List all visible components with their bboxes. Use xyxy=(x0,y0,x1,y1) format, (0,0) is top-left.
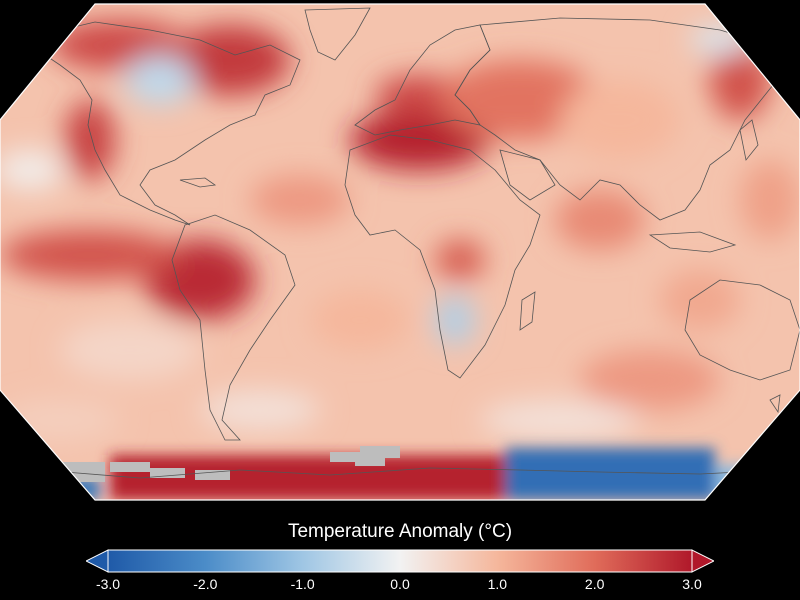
globe-outline xyxy=(0,3,800,501)
coast-new-zealand xyxy=(769,394,781,414)
colorbar-left-arrow xyxy=(86,549,109,573)
legend-title: Temperature Anomaly (°C) xyxy=(287,521,513,542)
coastlines xyxy=(39,7,800,479)
colorbar-right-arrow xyxy=(691,549,714,573)
no-data-cell xyxy=(110,462,150,472)
coast-greenland xyxy=(304,7,371,61)
anomaly-patch xyxy=(690,25,750,55)
coast-madagascar xyxy=(519,291,536,331)
anomaly-patch xyxy=(125,55,195,105)
no-data-cell xyxy=(60,472,105,482)
colorbar-gradient xyxy=(107,549,693,573)
colorbar-tick-label: 0.0 xyxy=(390,576,410,592)
anomaly-field xyxy=(0,20,800,440)
anomaly-map xyxy=(0,3,800,501)
anomaly-patch xyxy=(250,175,350,225)
no-data-cell xyxy=(355,458,385,466)
anomaly-patch xyxy=(580,350,720,410)
no-data-cell xyxy=(330,452,365,462)
colorbar-tick-label: -3.0 xyxy=(95,576,121,592)
anomaly-patch xyxy=(0,150,65,190)
anomaly-patch xyxy=(65,100,115,180)
coast-caribbean xyxy=(179,177,217,188)
colorbar xyxy=(86,549,714,573)
anomaly-patch xyxy=(435,240,485,280)
coast-arabia xyxy=(499,149,556,201)
anomaly-patch xyxy=(0,230,180,280)
anomaly-patch xyxy=(350,110,490,170)
colorbar-tick-label: 1.0 xyxy=(487,576,508,592)
anomaly-patch xyxy=(660,270,740,330)
coast-north-america xyxy=(39,21,301,226)
anomaly-patch xyxy=(60,320,200,380)
no-data-cells xyxy=(45,446,400,482)
anomaly-patch xyxy=(435,295,475,345)
anomaly-patch xyxy=(740,160,800,240)
coast-japan xyxy=(739,119,759,161)
anomaly-patch xyxy=(555,190,645,250)
coast-australia xyxy=(684,279,800,381)
colorbar-tick-label: 3.0 xyxy=(682,576,702,592)
no-data-cell xyxy=(150,468,185,478)
colorbar-tick-label: -1.0 xyxy=(290,576,315,592)
anomaly-patch xyxy=(560,80,680,160)
no-data-cell xyxy=(195,470,230,480)
no-data-cell xyxy=(360,446,400,458)
anomaly-patch xyxy=(480,400,640,440)
anomaly-patch xyxy=(200,390,320,430)
coast-antarctica xyxy=(39,467,781,479)
coast-africa xyxy=(344,134,541,379)
colorbar-tick-label: 2.0 xyxy=(584,576,605,592)
antarctic-patch xyxy=(715,465,800,500)
anomaly-map-canvas xyxy=(0,3,800,501)
coast-indonesia xyxy=(648,231,737,253)
coast-south-america xyxy=(171,214,296,441)
colorbar-tick-label: -2.0 xyxy=(193,576,218,592)
anomaly-patch xyxy=(170,25,290,95)
anomaly-patch xyxy=(0,400,120,440)
anomaly-patch xyxy=(310,290,410,350)
